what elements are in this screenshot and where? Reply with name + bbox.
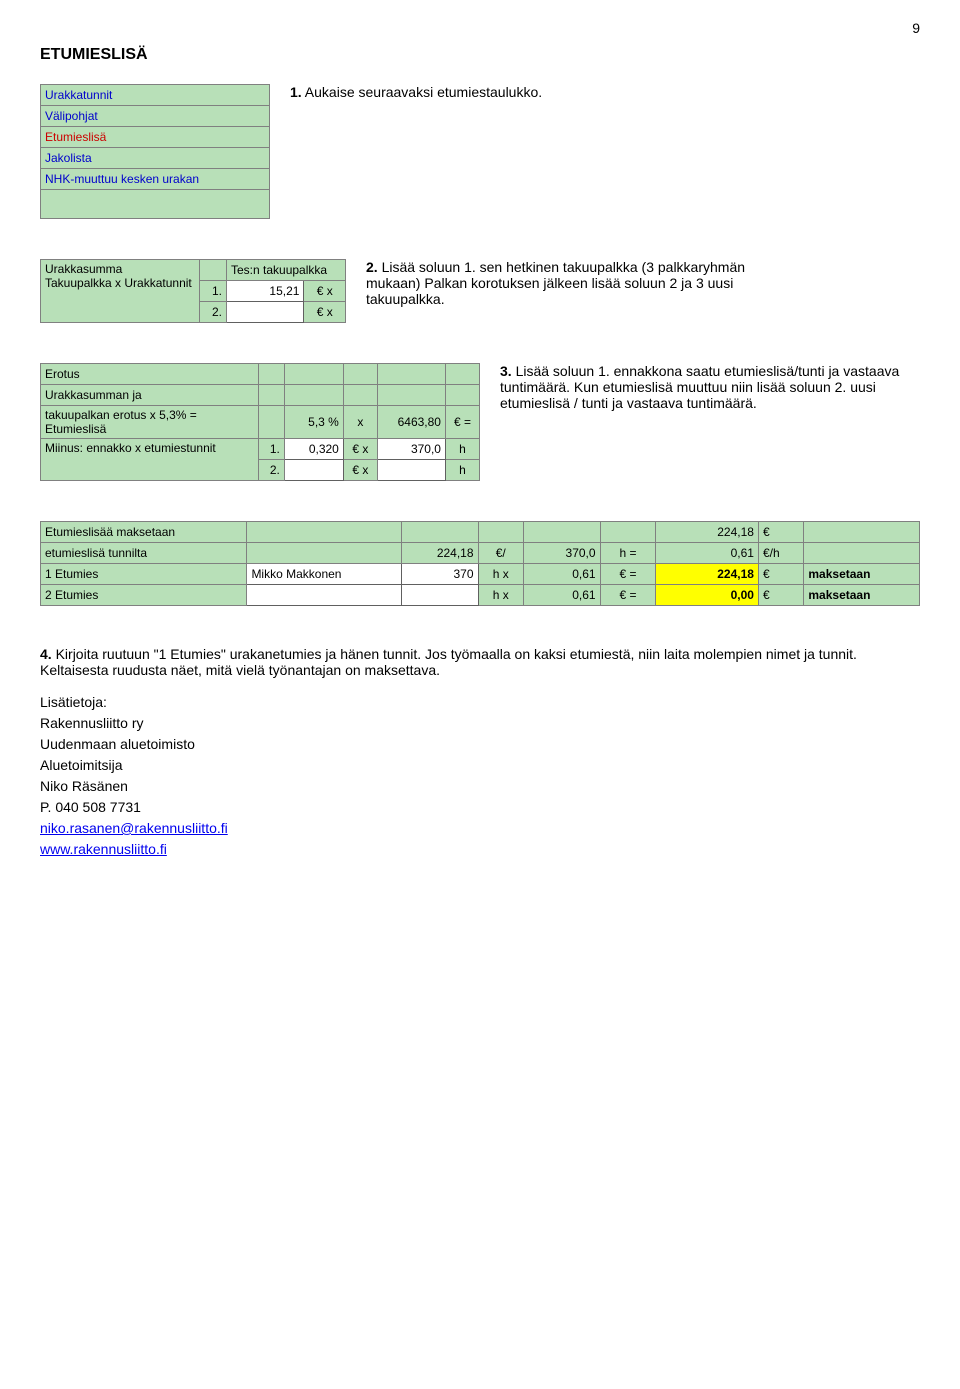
step4-caption: 4. Kirjoita ruutuun "1 Etumies" urakanet…	[40, 646, 920, 678]
step3-r1-u1: € x	[343, 439, 377, 460]
step1-caption: 1. Aukaise seuraavaksi etumiestaulukko.	[290, 84, 542, 100]
footer-office: Uudenmaan aluetoimisto	[40, 734, 920, 755]
step3-pct: 5,3 %	[284, 406, 343, 439]
s4-total-u: €	[758, 522, 803, 543]
s4-r2-name[interactable]	[247, 585, 402, 606]
step2-row2-unit: € x	[304, 302, 346, 323]
footer-role: Aluetoimitsija	[40, 755, 920, 776]
footer-org: Rakennusliitto ry	[40, 713, 920, 734]
step4-num: 4.	[40, 646, 52, 662]
step3-r1-u2: h	[445, 439, 479, 460]
s4-l0: Etumieslisää maksetaan	[41, 522, 247, 543]
s4-total: 224,18	[656, 522, 759, 543]
step3-r1-hours[interactable]: 370,0	[377, 439, 445, 460]
s4-r1-name[interactable]: Mikko Makkonen	[247, 564, 402, 585]
step3-val: 6463,80	[377, 406, 445, 439]
step1-text: Aukaise seuraavaksi etumiestaulukko.	[302, 84, 542, 100]
s4-r2-note: maksetaan	[804, 585, 920, 606]
step3-r2-n: 2.	[258, 460, 284, 481]
menu-table: UrakkatunnitVälipohjatEtumieslisäJakolis…	[40, 84, 270, 219]
s4-r1-r: 0,61	[523, 564, 600, 585]
step3-l3: Miinus: ennakko x etumiestunnit	[41, 439, 259, 481]
s4-r2-u: h x	[478, 585, 523, 606]
step3-num: 3.	[500, 363, 512, 379]
step2-table: Urakkasumma Takuupalkka x Urakkatunnit T…	[40, 259, 346, 323]
page-title: ETUMIESLISÄ	[40, 46, 920, 64]
s4-r1-sum: 224,18	[656, 564, 759, 585]
footer-email-link[interactable]: niko.rasanen@rakennusliitto.fi	[40, 820, 228, 836]
s4-r1-u: h x	[478, 564, 523, 585]
step2-row2-val[interactable]	[227, 302, 304, 323]
step4-text: Kirjoita ruutuun "1 Etumies" urakanetumi…	[40, 646, 857, 678]
step3-l1: Urakkasumman ja	[41, 385, 259, 406]
step2-text: Lisää soluun 1. sen hetkinen takuupalkka…	[366, 259, 745, 307]
s4-rt-u2: h	[619, 546, 626, 560]
s4-l3: 2 Etumies	[41, 585, 247, 606]
s4-r2-eq: € =	[600, 585, 656, 606]
footer-name: Niko Räsänen	[40, 776, 920, 797]
step2-num: 2.	[366, 259, 378, 275]
s4-r1-h[interactable]: 370	[401, 564, 478, 585]
s4-l1: etumieslisä tunnilta	[41, 543, 247, 564]
step3-table: Erotus Urakkasumman ja takuupalkan erotu…	[40, 363, 480, 481]
s4-rt-rate: 224,18	[401, 543, 478, 564]
s4-r2-h[interactable]	[401, 585, 478, 606]
s4-r1-note: maksetaan	[804, 564, 920, 585]
step3-x: x	[343, 406, 377, 439]
step3-r2-u2: h	[445, 460, 479, 481]
footer-web-link[interactable]: www.rakennusliitto.fi	[40, 841, 167, 857]
step3-text: Lisää soluun 1. ennakkona saatu etumiesl…	[500, 363, 899, 411]
s4-r2-r: 0,61	[523, 585, 600, 606]
step1-num: 1.	[290, 84, 302, 100]
s4-r1-eq: € =	[600, 564, 656, 585]
step2-row1-unit: € x	[304, 281, 346, 302]
s4-rt-perh: 0,61	[656, 543, 759, 564]
step2-row1-val[interactable]: 15,21	[227, 281, 304, 302]
s4-rt-perhu: €/h	[758, 543, 803, 564]
s4-r2-sum: 0,00	[656, 585, 759, 606]
s4-rt-h: 370,0	[523, 543, 600, 564]
menu-item-1[interactable]: Välipohjat	[41, 106, 270, 127]
s4-rt-u1: €/	[478, 543, 523, 564]
step3-r1-n: 1.	[258, 439, 284, 460]
menu-item-4[interactable]: NHK-muuttuu kesken urakan	[41, 169, 270, 190]
step2-row2-num: 2.	[200, 302, 227, 323]
step3-r1-rate[interactable]: 0,320	[284, 439, 343, 460]
step2-header: Tes:n takuupalkka	[227, 260, 346, 281]
step2-caption: 2. Lisää soluun 1. sen hetkinen takuupal…	[366, 259, 786, 307]
footer: Lisätietoja: Rakennusliitto ry Uudenmaan…	[40, 692, 920, 860]
s4-rt-eq: =	[629, 546, 636, 560]
menu-item-2[interactable]: Etumieslisä	[41, 127, 270, 148]
footer-moreinfo: Lisätietoja:	[40, 692, 920, 713]
step3-r2-rate[interactable]	[284, 460, 343, 481]
footer-phone: P. 040 508 7731	[40, 797, 920, 818]
s4-r1-su: €	[758, 564, 803, 585]
page-number: 9	[40, 20, 920, 36]
step1-row: UrakkatunnitVälipohjatEtumieslisäJakolis…	[40, 84, 920, 219]
step3-eq: € =	[445, 406, 479, 439]
step4-table: Etumieslisää maksetaan 224,18 € etumiesl…	[40, 521, 920, 606]
step3-l2: takuupalkan erotus x 5,3% = Etumieslisä	[41, 406, 259, 439]
step2-label-0: Urakkasumma	[45, 262, 195, 276]
menu-item-0[interactable]: Urakkatunnit	[41, 85, 270, 106]
step2-row1-num: 1.	[200, 281, 227, 302]
step2-label-1: Takuupalkka x Urakkatunnit	[45, 276, 195, 290]
menu-item-3[interactable]: Jakolista	[41, 148, 270, 169]
step3-caption: 3. Lisää soluun 1. ennakkona saatu etumi…	[500, 363, 920, 411]
step3-r2-u1: € x	[343, 460, 377, 481]
step4-table-wrap: Etumieslisää maksetaan 224,18 € etumiesl…	[40, 521, 920, 606]
step2-row: Urakkasumma Takuupalkka x Urakkatunnit T…	[40, 259, 920, 323]
s4-l2: 1 Etumies	[41, 564, 247, 585]
s4-r2-su: €	[758, 585, 803, 606]
step3-row: Erotus Urakkasumman ja takuupalkan erotu…	[40, 363, 920, 481]
step3-r2-hours[interactable]	[377, 460, 445, 481]
step3-l0: Erotus	[41, 364, 259, 385]
